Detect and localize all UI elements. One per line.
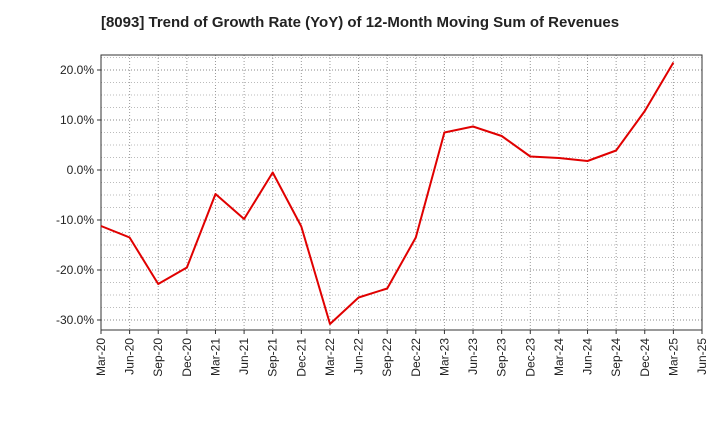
x-tick-label: Mar-21 [208,338,222,376]
y-tick-label: -10.0% [56,213,94,227]
x-tick-label: Jun-22 [352,338,366,375]
plot-frame [100,54,703,331]
x-tick-label: Dec-22 [409,338,423,377]
x-tick-label: Sep-24 [609,338,623,377]
x-tick-label: Mar-24 [552,338,566,376]
x-tick-label: Jun-20 [123,338,137,375]
x-tick-label: Jun-23 [466,338,480,375]
x-tick-label: Dec-23 [523,338,537,377]
y-tick-label: 20.0% [60,63,94,77]
x-tick-label: Mar-25 [666,338,680,376]
x-tick-label: Mar-20 [94,338,108,376]
x-tick-label: Jun-24 [581,338,595,375]
x-tick-label: Jun-21 [237,338,251,375]
x-tick-label: Mar-23 [437,338,451,376]
x-tick-label: Sep-22 [380,338,394,377]
x-tick-label: Jun-25 [695,338,709,375]
x-tick-label: Dec-20 [180,338,194,377]
x-tick-label: Sep-23 [495,338,509,377]
y-tick-label: -30.0% [56,313,94,327]
x-tick-label: Sep-20 [151,338,165,377]
x-tick-label: Dec-21 [294,338,308,377]
x-tick-label: Dec-24 [638,338,652,377]
x-tick-label: Sep-21 [266,338,280,377]
y-tick-label: 0.0% [67,163,95,177]
y-tick-label: 10.0% [60,113,94,127]
y-tick-label: -20.0% [56,263,94,277]
chart-title: [8093] Trend of Growth Rate (YoY) of 12-… [100,14,620,31]
x-tick-label: Mar-22 [323,338,337,376]
